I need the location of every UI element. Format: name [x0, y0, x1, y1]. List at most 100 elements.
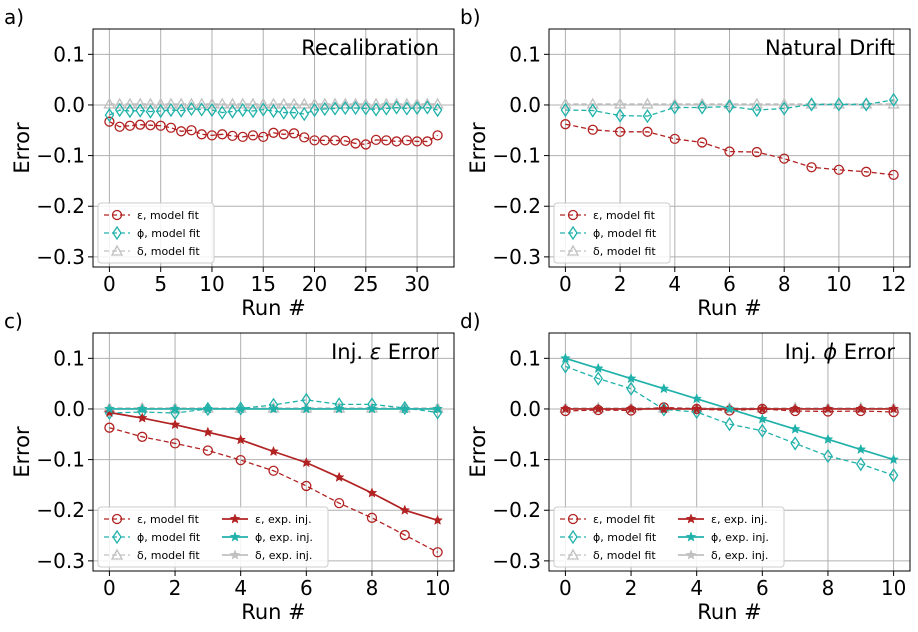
data-point [888, 468, 899, 483]
data-point [299, 132, 310, 143]
data-point [805, 97, 818, 109]
legend-entry: ε, exp. inj. [222, 513, 312, 526]
series-phi-fit [560, 92, 899, 124]
data-point [371, 102, 381, 117]
x-tick-label: 10 [826, 272, 851, 296]
data-point [308, 97, 321, 109]
data-point [360, 139, 371, 150]
legend-label: ε, exp. inj. [255, 513, 312, 526]
data-point [350, 100, 361, 116]
data-point [300, 456, 312, 468]
data-point [861, 166, 872, 177]
data-point [258, 131, 269, 143]
legend-marker [685, 513, 697, 524]
legend-entry: ϕ, exp. inj. [222, 531, 313, 544]
data-point [422, 136, 433, 147]
y-tick-label: 0.0 [509, 397, 541, 421]
legend-entry: δ, model fit [560, 244, 656, 258]
data-point [216, 97, 229, 109]
x-tick-label: 8 [778, 272, 791, 296]
y-tick-label: 0.1 [509, 346, 541, 370]
data-point [432, 547, 443, 558]
legend-label: ϕ, exp. inj. [711, 531, 769, 544]
data-point [227, 130, 238, 141]
data-point [697, 100, 707, 115]
data-point [235, 434, 247, 445]
data-point [369, 97, 383, 109]
legend-entry: ε, model fit [104, 513, 200, 526]
x-tick-label: 10 [199, 272, 224, 296]
x-tick-label: 10 [881, 576, 906, 600]
data-point [691, 404, 702, 420]
legend-marker [567, 513, 579, 525]
data-point [756, 403, 768, 414]
chart-title: Natural Drift [765, 36, 895, 60]
x-tick-label: 0 [559, 272, 572, 296]
data-point [592, 362, 604, 374]
data-point [366, 403, 378, 414]
data-point [196, 129, 207, 140]
legend-box [97, 202, 215, 264]
data-point [333, 497, 345, 509]
chart-title-suffix: Error [837, 340, 895, 364]
legend-label: δ, exp. inj. [255, 549, 312, 562]
legend-marker [685, 531, 697, 542]
data-point [257, 97, 270, 109]
data-point [834, 97, 844, 112]
legend-marker [568, 225, 578, 241]
data-point [592, 403, 604, 414]
y-tick-label: −0.3 [492, 549, 541, 573]
y-tick-label: 0.0 [53, 397, 85, 421]
data-point [175, 97, 188, 109]
data-point [202, 445, 214, 456]
x-tick-label: 20 [302, 272, 327, 296]
data-point [381, 135, 392, 146]
data-point [399, 400, 410, 416]
data-point [697, 137, 708, 148]
x-axis-label: Run # [697, 600, 762, 624]
panel-label: b) [460, 5, 481, 29]
legend-entry: ε, exp. inj. [678, 513, 768, 526]
data-point [724, 99, 735, 114]
legend-label: δ, model fit [137, 549, 200, 562]
x-tick-label: 8 [366, 576, 379, 600]
legend-entry: δ, exp. inj. [222, 549, 312, 562]
data-point [691, 403, 703, 414]
data-point [789, 423, 801, 434]
data-point [642, 108, 653, 124]
legend-label: ϕ, exp. inj. [255, 531, 313, 544]
data-point [855, 403, 867, 414]
data-point [806, 97, 817, 112]
data-point [169, 438, 181, 449]
legend-label: ε, model fit [593, 209, 656, 222]
data-point [247, 130, 259, 141]
data-point [319, 101, 330, 117]
legend-label: δ, model fit [593, 245, 656, 258]
series-phi-inj [104, 403, 443, 414]
legend-label: δ, model fit [593, 549, 656, 562]
data-point [299, 106, 310, 122]
data-point [790, 436, 800, 451]
data-point [330, 101, 340, 116]
x-tick-label: 0 [103, 576, 116, 600]
x-tick-label: 8 [822, 576, 835, 600]
data-point [203, 401, 213, 417]
legend-entry: ε, model fit [104, 209, 200, 222]
series-line [565, 365, 894, 476]
legend-label: ε, model fit [593, 513, 656, 526]
data-point [114, 102, 125, 118]
series-phi-fit [560, 359, 899, 483]
axes-frame [92, 28, 455, 268]
data-point [587, 124, 598, 135]
legend-entry: δ, model fit [560, 548, 656, 562]
x-axis-label: Run # [241, 296, 306, 320]
data-point [267, 97, 280, 109]
data-point [888, 92, 899, 108]
data-point [135, 103, 145, 118]
legend-marker [566, 244, 580, 256]
data-point [832, 97, 845, 109]
data-point [236, 97, 249, 109]
data-point [268, 445, 279, 457]
data-point [207, 102, 217, 118]
data-point [268, 127, 279, 138]
